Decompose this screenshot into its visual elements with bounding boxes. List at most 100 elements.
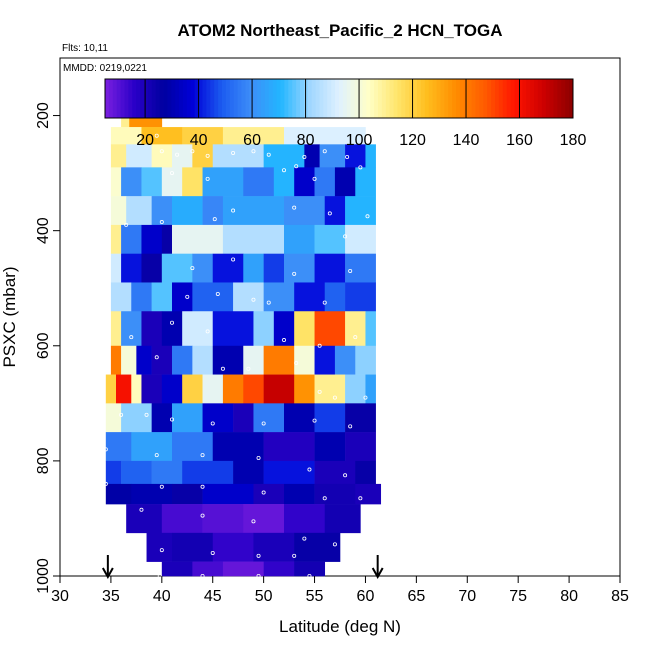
observation-point bbox=[317, 343, 322, 348]
heatmap-cell bbox=[105, 460, 122, 485]
y-axis: 200 400 600 800 1000 bbox=[35, 102, 60, 594]
heatmap-cell bbox=[253, 532, 295, 562]
heatmap-cell bbox=[126, 144, 152, 168]
plot-frame bbox=[59, 57, 621, 577]
colorbar-segment bbox=[159, 79, 164, 118]
heatmap-cell bbox=[233, 403, 254, 433]
heatmap-cell bbox=[253, 311, 275, 347]
observation-point bbox=[261, 490, 266, 495]
observation-point bbox=[322, 149, 327, 154]
colorbar-segment bbox=[257, 79, 262, 118]
heatmap-cell bbox=[121, 167, 142, 197]
heatmap-cell bbox=[284, 403, 315, 433]
observation-point bbox=[200, 484, 205, 489]
observation-point bbox=[159, 220, 164, 225]
observation-point bbox=[281, 338, 286, 343]
heatmap-cell bbox=[243, 167, 275, 197]
heatmap-cell bbox=[243, 253, 264, 283]
observation-point bbox=[266, 300, 271, 305]
colorbar-segment bbox=[171, 79, 176, 118]
x-tick-label: 55 bbox=[306, 588, 324, 605]
colorbar-segment bbox=[120, 79, 125, 118]
y-tick-label: 800 bbox=[35, 447, 52, 474]
chart-title: ATOM2 Northeast_Pacific_2 HCN_TOGA bbox=[178, 21, 503, 40]
colorbar-segment bbox=[245, 79, 250, 118]
observation-point bbox=[302, 536, 307, 541]
observation-point bbox=[332, 542, 337, 547]
heatmap-cell bbox=[284, 224, 315, 254]
colorbar-segment bbox=[432, 79, 437, 118]
heatmap-cell bbox=[314, 483, 356, 505]
colorbar-segment bbox=[225, 79, 231, 118]
heatmap-cell bbox=[294, 532, 341, 562]
colorbar-segment bbox=[327, 79, 332, 118]
x-tick-label: 30 bbox=[51, 588, 69, 605]
heatmap-cells bbox=[105, 92, 382, 577]
observation-point bbox=[294, 164, 299, 169]
colorbar-segment bbox=[105, 79, 110, 118]
x-tick-label: 75 bbox=[509, 588, 527, 605]
observation-point bbox=[169, 171, 174, 176]
heatmap-cell bbox=[233, 460, 264, 485]
heatmap-cell bbox=[263, 432, 315, 462]
heatmap-cell bbox=[110, 196, 127, 226]
colorbar-segment bbox=[366, 79, 371, 118]
heatmap-cell bbox=[212, 311, 254, 347]
heatmap-cell bbox=[273, 311, 295, 347]
colorbar-segment bbox=[459, 79, 465, 118]
heatmap-cell bbox=[131, 432, 173, 462]
observation-point bbox=[190, 266, 195, 271]
colorbar-segment bbox=[272, 79, 277, 118]
observation-point bbox=[292, 271, 297, 276]
heatmap-cell bbox=[126, 196, 152, 226]
x-axis: 30 35 40 45 50 55 60 65 70 75 80 85 bbox=[51, 576, 629, 605]
heatmap-cell bbox=[202, 483, 254, 505]
colorbar-segment bbox=[479, 79, 484, 118]
colorbar-segment bbox=[147, 79, 153, 118]
heatmap-cell bbox=[182, 127, 224, 145]
heatmap-cell bbox=[243, 345, 264, 375]
colorbar-segment bbox=[253, 79, 258, 118]
heatmap-cell bbox=[151, 460, 183, 485]
observation-point bbox=[292, 553, 297, 558]
heatmap-cell bbox=[212, 532, 254, 562]
colorbar-segment bbox=[132, 79, 137, 118]
heatmap-cell bbox=[284, 253, 315, 283]
colorbar-segment bbox=[210, 79, 215, 118]
observation-point bbox=[343, 473, 348, 478]
x-tick-label: 65 bbox=[407, 588, 425, 605]
heatmap-cell bbox=[324, 282, 346, 312]
heatmap-cell bbox=[284, 196, 326, 226]
colorbar-segment bbox=[190, 79, 196, 118]
heatmap-cell bbox=[141, 311, 163, 347]
colorbar-segment bbox=[495, 79, 500, 118]
observation-point bbox=[256, 456, 261, 461]
heatmap-cell bbox=[161, 504, 203, 534]
colorbar-segment bbox=[424, 79, 430, 118]
colorbar-segment bbox=[206, 79, 211, 118]
colorbar-tick-label: 60 bbox=[243, 132, 261, 149]
observation-point bbox=[200, 513, 205, 518]
heatmap-cell bbox=[110, 224, 122, 254]
colorbar-segment bbox=[405, 79, 410, 118]
colorbar-segment bbox=[362, 79, 367, 118]
observation-point bbox=[256, 553, 261, 558]
y-tick-label: 600 bbox=[35, 332, 52, 359]
colorbar-segment bbox=[350, 79, 355, 118]
colorbar-segment bbox=[420, 79, 426, 118]
heatmap-cell bbox=[172, 345, 193, 375]
observation-point bbox=[348, 424, 353, 429]
observation-point bbox=[190, 149, 195, 154]
colorbar-segment bbox=[183, 79, 188, 118]
heatmap-cell bbox=[324, 196, 346, 226]
heatmap-cell bbox=[263, 345, 295, 375]
heatmap-cell bbox=[151, 282, 173, 312]
colorbar-segment bbox=[389, 79, 394, 118]
heatmap-cell bbox=[319, 144, 346, 168]
colorbar-segment bbox=[342, 79, 348, 118]
colorbar-segment bbox=[155, 79, 160, 118]
heatmap-cell bbox=[141, 127, 183, 145]
colorbar-segment bbox=[393, 79, 398, 118]
observation-point bbox=[144, 412, 149, 417]
